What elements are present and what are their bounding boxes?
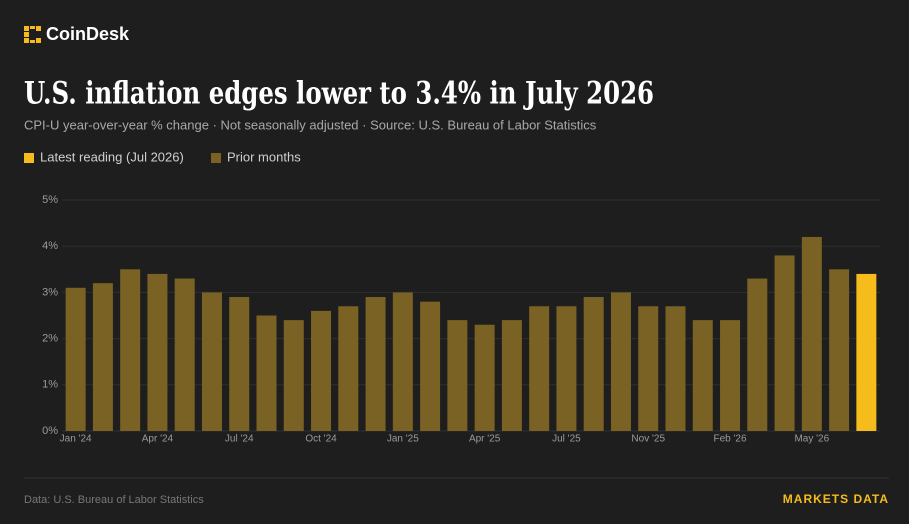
bar [501, 320, 522, 431]
legend-swatch [211, 153, 221, 163]
legend-swatch [24, 153, 34, 163]
x-tick-label: Jan '25 [387, 434, 419, 445]
bar [420, 301, 441, 431]
bar [829, 269, 850, 431]
bar [311, 310, 332, 431]
footer-tag: MARKETS DATA [783, 492, 889, 506]
bar [256, 315, 277, 431]
bar [665, 306, 686, 431]
bar [229, 297, 250, 431]
bar [556, 306, 577, 431]
bar [801, 236, 822, 431]
bar [583, 297, 604, 431]
bar [392, 292, 413, 431]
bar [474, 324, 495, 431]
y-tick-label: 3% [42, 286, 58, 298]
bar [720, 320, 741, 431]
bar [201, 292, 222, 431]
bar [365, 297, 386, 431]
x-tick-label: Oct '24 [305, 434, 337, 445]
x-tick-label: Apr '24 [142, 434, 174, 445]
bar [92, 283, 113, 431]
bar [283, 320, 304, 431]
y-tick-label: 0% [42, 425, 58, 437]
x-tick-label: Nov '25 [631, 434, 665, 445]
bar [856, 273, 877, 431]
bar [65, 287, 86, 431]
bar [174, 278, 195, 431]
bar [529, 306, 550, 431]
legend-label: Prior months [227, 149, 301, 164]
bar [120, 269, 141, 431]
subtitle: CPI-U year-over-year % change · Not seas… [24, 117, 597, 132]
bar [638, 306, 659, 431]
y-tick-label: 5% [42, 194, 58, 206]
y-tick-label: 1% [42, 379, 58, 391]
brand: CoinDesk [46, 24, 130, 44]
footer-source: Data: U.S. Bureau of Labor Statistics [24, 494, 204, 506]
bar [747, 278, 768, 431]
x-tick-label: Jul '25 [552, 434, 581, 445]
x-tick-label: Jan '24 [60, 434, 92, 445]
y-tick-label: 2% [42, 333, 58, 345]
x-tick-label: Feb '26 [714, 434, 747, 445]
chart-title: U.S. inflation edges lower to 3.4% in Ju… [24, 76, 654, 112]
x-tick-label: Apr '25 [469, 434, 501, 445]
y-tick-label: 4% [42, 240, 58, 252]
x-tick-label: Jul '24 [225, 434, 254, 445]
bar [774, 255, 795, 431]
logo-icon [24, 26, 41, 43]
bar [692, 320, 713, 431]
bar [610, 292, 631, 431]
x-tick-label: May '26 [794, 434, 829, 445]
legend-label: Latest reading (Jul 2026) [40, 149, 184, 164]
bar [447, 320, 468, 431]
bar [338, 306, 359, 431]
bar [147, 273, 168, 431]
